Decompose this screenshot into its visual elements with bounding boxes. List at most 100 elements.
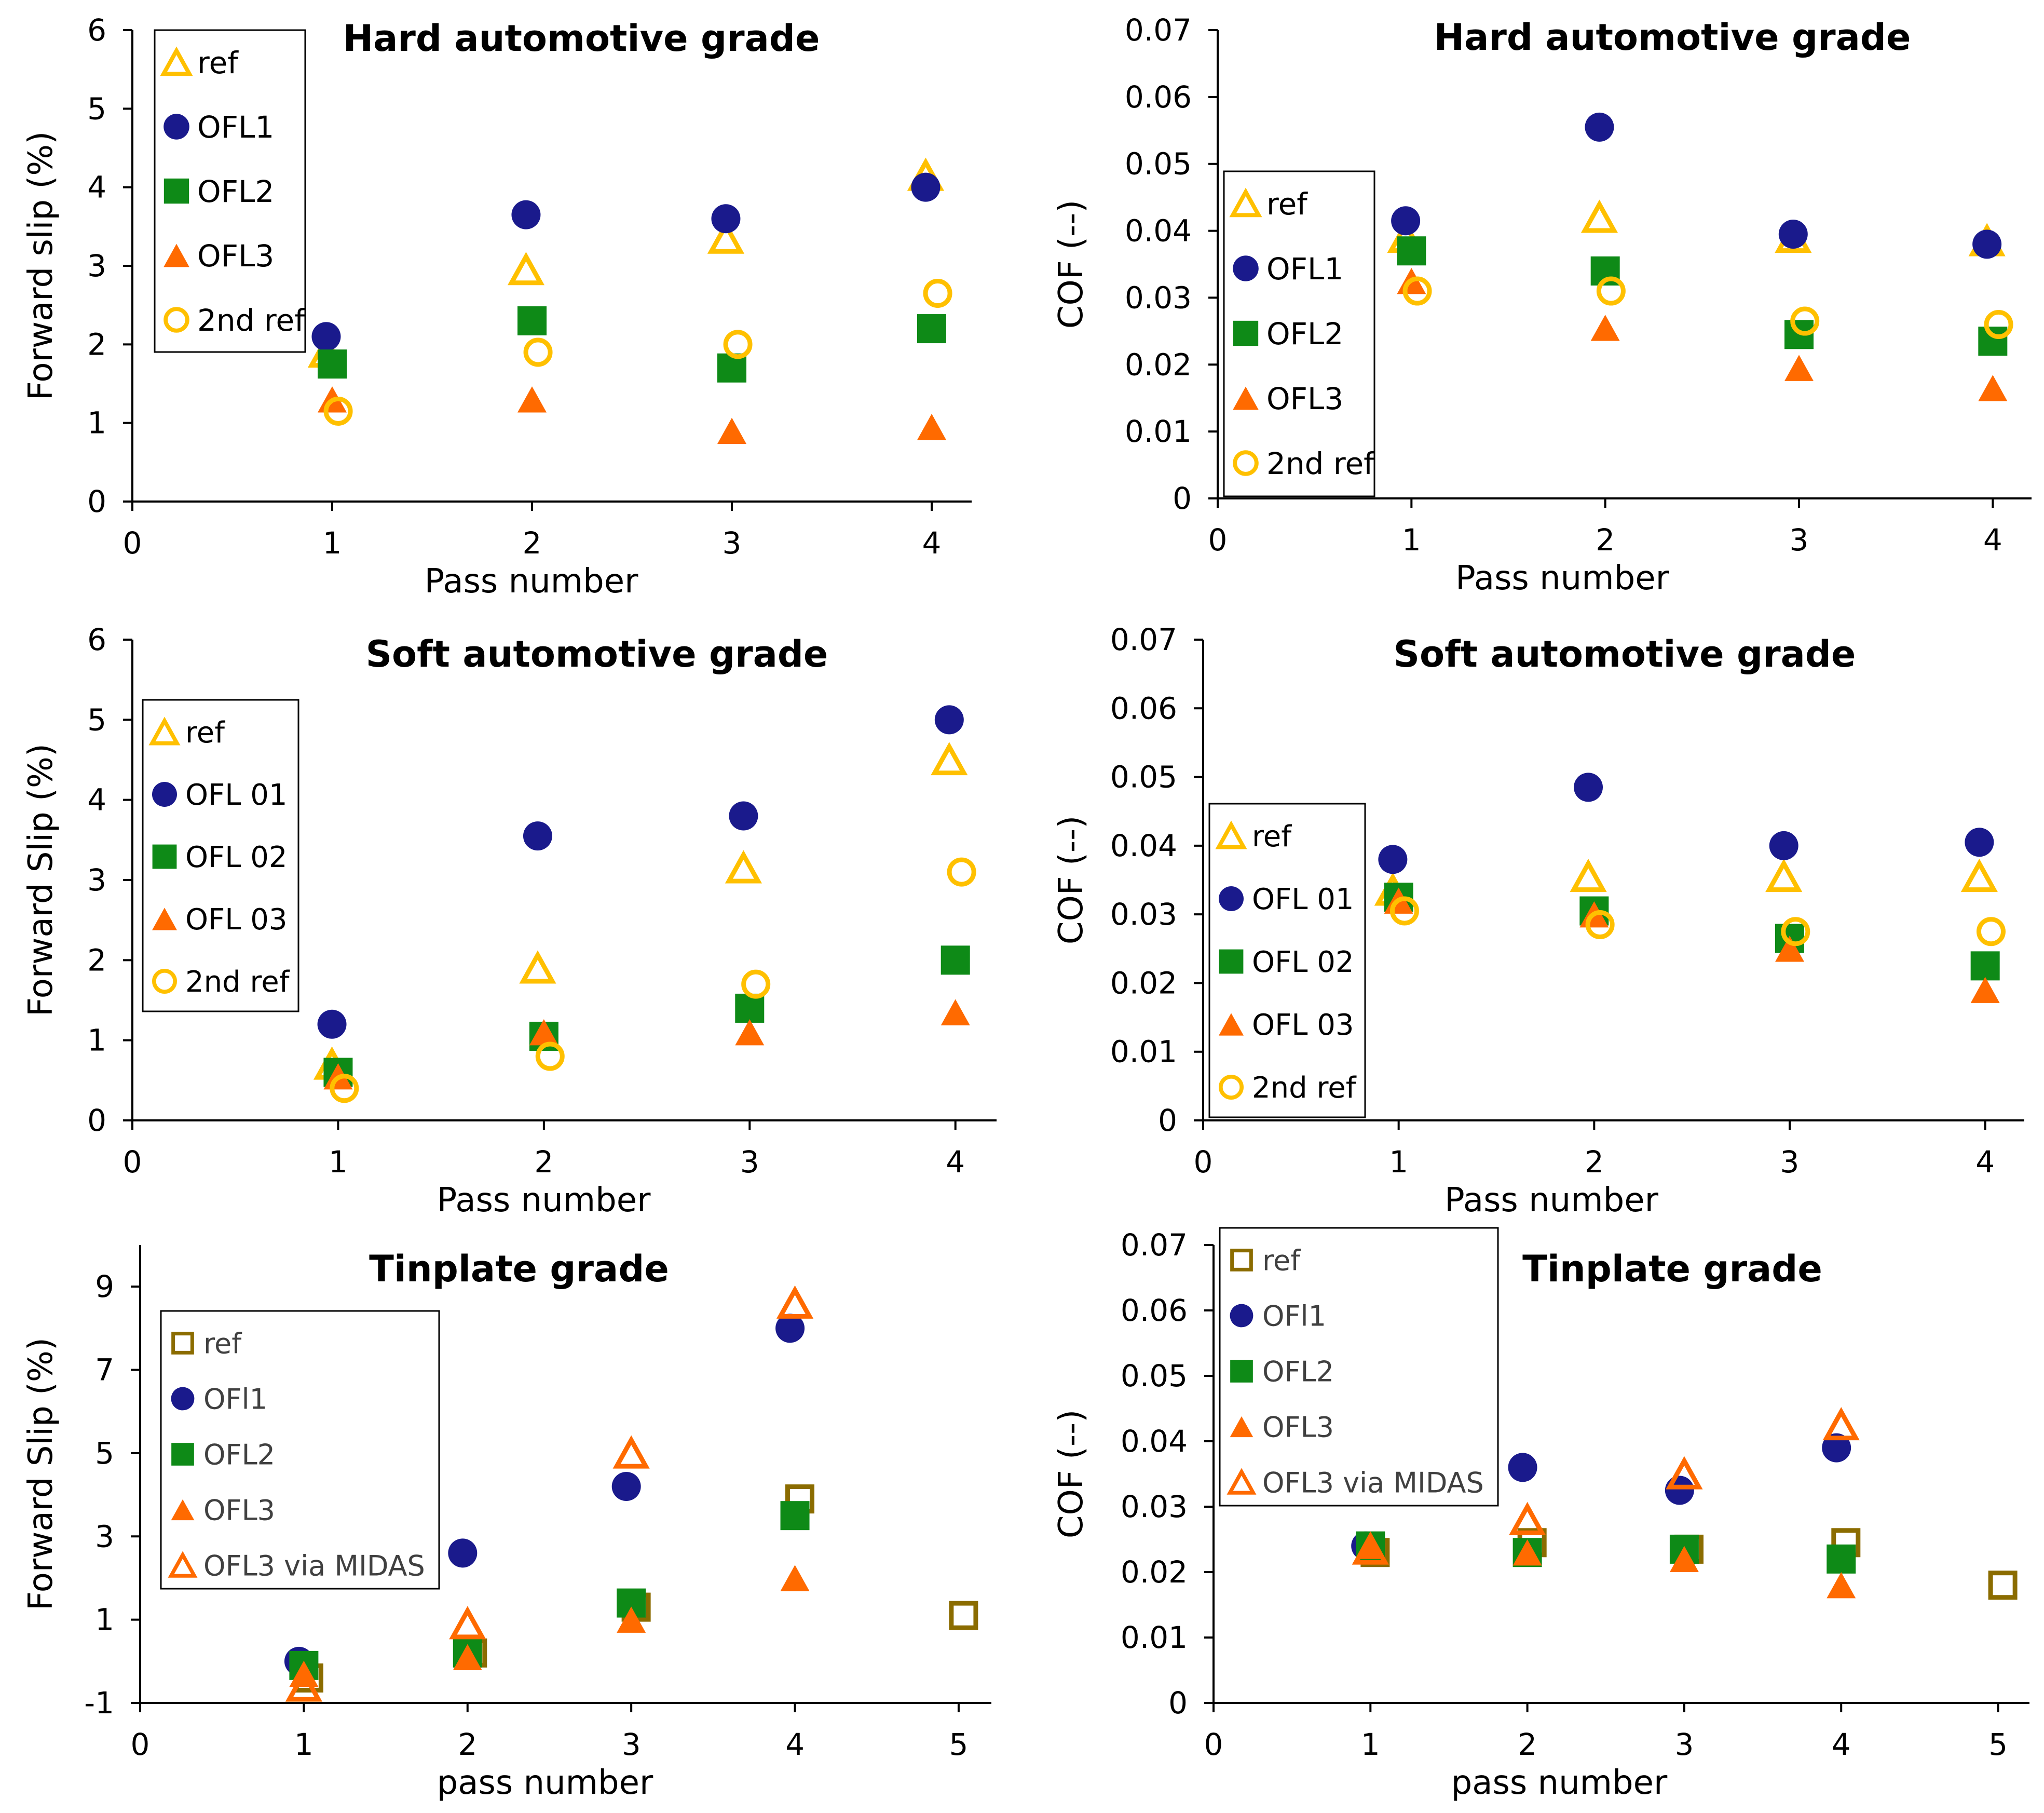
data-point xyxy=(311,322,341,351)
legend-marker xyxy=(1233,450,1259,476)
data-point xyxy=(529,1019,558,1046)
y-tick-label: 0 xyxy=(87,484,106,519)
legend-marker xyxy=(171,1443,194,1466)
legend-marker xyxy=(1230,1360,1253,1383)
data-point xyxy=(717,417,746,444)
x-tick-label: 0 xyxy=(123,1144,142,1180)
legend-marker xyxy=(1229,187,1262,218)
panel-hard-forward-slip: 0 1 2 3 4 0 1 2 3 4 5 6 Hard automotive grade Pass nu… xyxy=(22,12,972,601)
data-point xyxy=(941,999,970,1025)
y-tick-label: 0.04 xyxy=(1121,1424,1188,1459)
panel-hard-cof: 0 1 2 3 4 0 0.01 0.02 0.03 0.04 0.05 0.06 0.07 Hard a… xyxy=(1052,12,2032,598)
data-point xyxy=(1665,1476,1694,1505)
x-tick-label: 1 xyxy=(1361,1727,1380,1762)
legend-marker xyxy=(152,782,177,807)
x-tick-label: 0 xyxy=(1208,522,1228,558)
legend-marker xyxy=(1230,1416,1253,1438)
legend: ref OFl1 OFL2 OFL3 OFL3 via MIDAS xyxy=(1219,1227,1499,1507)
y-tick-label: 4 xyxy=(87,170,106,205)
legend-label: ref xyxy=(1262,1244,1301,1277)
y-tick-label: 0.03 xyxy=(1110,897,1177,932)
legend-label: OFL2 xyxy=(203,1438,275,1471)
data-point xyxy=(1827,1544,1856,1574)
legend: ref OFL1 OFL2 OFL3 2nd ref xyxy=(1223,170,1375,497)
data-point xyxy=(1972,229,2002,259)
data-point xyxy=(1590,315,1620,341)
y-tick-label: 5 xyxy=(95,1436,114,1471)
x-tick-label: 3 xyxy=(1780,1144,1800,1180)
legend-marker xyxy=(152,968,177,994)
data-point xyxy=(611,1472,641,1501)
x-tick-label: 5 xyxy=(949,1727,968,1762)
data-point xyxy=(1822,1407,1860,1441)
y-tick-label: 2 xyxy=(87,327,106,362)
data-point xyxy=(725,850,762,884)
data-point xyxy=(949,1601,978,1630)
data-point xyxy=(449,1606,486,1640)
x-tick-label: 0 xyxy=(131,1727,150,1762)
data-point xyxy=(1765,858,1803,892)
data-point xyxy=(318,349,347,379)
legend-marker xyxy=(163,243,189,267)
y-tick-label: 0.03 xyxy=(1125,280,1192,315)
y-tick-label: 0.03 xyxy=(1121,1489,1188,1524)
legend-label: ref xyxy=(197,45,239,80)
chart-title: Hard automotive grade xyxy=(1434,16,1911,59)
legend-label: OFL3 xyxy=(1266,381,1343,416)
data-point xyxy=(1580,199,1618,233)
y-tick-label: 7 xyxy=(95,1352,114,1388)
legend-label: OFl1 xyxy=(1262,1300,1326,1332)
y-tick-label: 5 xyxy=(87,702,106,737)
y-tick-label: 0.06 xyxy=(1125,79,1192,115)
data-point xyxy=(780,1565,810,1591)
legend-marker xyxy=(1233,320,1259,346)
data-point xyxy=(1976,917,2006,946)
legend-label: OFL1 xyxy=(1266,251,1343,287)
legend-label: 2nd ref xyxy=(197,303,306,338)
chart-title: Tinplate grade xyxy=(369,1248,669,1290)
x-axis-title: Pass number xyxy=(1455,559,1669,598)
y-tick-label: 0.01 xyxy=(1121,1620,1188,1655)
y-tick-label: 1 xyxy=(87,1023,106,1058)
legend-label: OFL3 via MIDAS xyxy=(1262,1466,1484,1499)
legend-label: OFL 03 xyxy=(1252,1008,1354,1042)
y-tick-label: 0.04 xyxy=(1125,213,1192,249)
y-tick-label: 0.01 xyxy=(1125,414,1192,449)
x-axis-title: Pass number xyxy=(437,1181,651,1220)
legend-marker xyxy=(163,178,189,204)
legend-label: 2nd ref xyxy=(1252,1071,1357,1105)
x-tick-label: 0 xyxy=(123,525,142,561)
x-tick-label: 3 xyxy=(1674,1727,1694,1762)
data-point xyxy=(1508,1453,1537,1482)
x-tick-label: 3 xyxy=(1790,522,1809,558)
x-tick-label: 3 xyxy=(622,1727,641,1762)
legend-label: OFl1 xyxy=(203,1383,267,1415)
y-tick-label: -1 xyxy=(84,1685,114,1721)
legend-box xyxy=(160,1310,440,1590)
data-point xyxy=(448,1538,478,1568)
data-point xyxy=(1669,1546,1699,1572)
data-point xyxy=(1970,977,2000,1003)
y-tick-label: 0.05 xyxy=(1121,1358,1188,1393)
data-point xyxy=(735,993,765,1023)
legend: ref OFL1 OFL2 OFL3 2nd ref xyxy=(154,29,306,353)
legend-label: OFL2 xyxy=(1262,1355,1334,1388)
legend-label: OFL 02 xyxy=(1252,945,1354,979)
data-point xyxy=(1978,327,2008,356)
legend-marker xyxy=(152,844,177,869)
x-axis-title: Pass number xyxy=(425,562,638,601)
data-point xyxy=(523,337,553,367)
legend-marker xyxy=(160,46,193,76)
legend-label: ref xyxy=(185,716,225,750)
data-point xyxy=(507,252,545,286)
data-point xyxy=(1784,355,1814,381)
x-tick-label: 4 xyxy=(1975,1144,1995,1180)
data-point xyxy=(1984,309,2013,339)
y-tick-label: 0.04 xyxy=(1110,828,1177,863)
legend-label: OFL3 via MIDAS xyxy=(203,1549,425,1582)
legend-label: OFL2 xyxy=(197,174,274,209)
data-point xyxy=(1769,831,1798,860)
data-point xyxy=(711,204,741,234)
legend-label: ref xyxy=(1252,820,1292,854)
